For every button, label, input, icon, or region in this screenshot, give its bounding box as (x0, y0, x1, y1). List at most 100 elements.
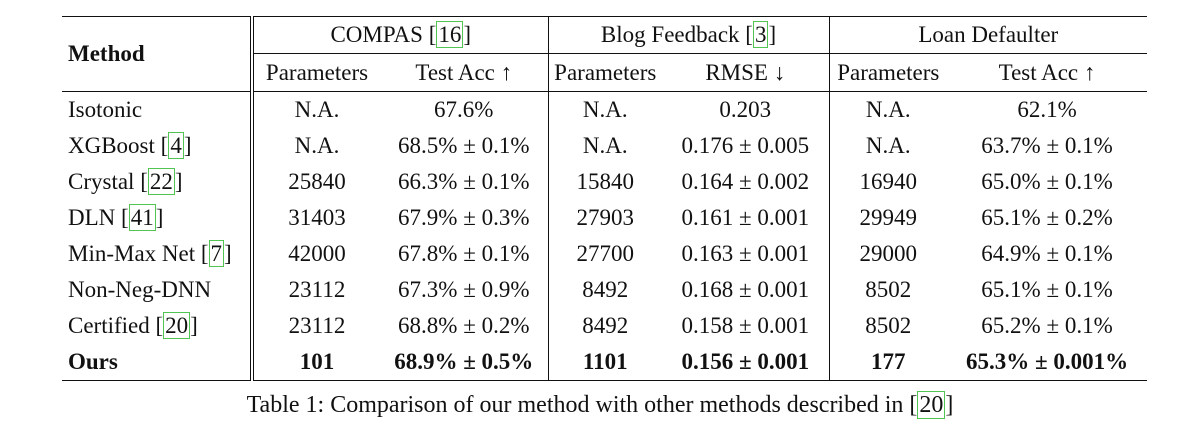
table-cell: 68.8% ± 0.2% (398, 313, 530, 338)
sub-header-parameters: Parameters (252, 53, 380, 92)
table-cell: 63.7% ± 0.1% (981, 133, 1113, 158)
group-header-loan-defaulter: Loan Defaulter (828, 16, 1148, 54)
method-name-cell: Non-Neg-DNN (62, 272, 254, 308)
method-column-header: Method (62, 16, 254, 92)
table-cell: N.A. (828, 91, 948, 128)
table-cell: 65.0% ± 0.1% (981, 169, 1113, 194)
table-cell: 65.1% ± 0.2% (981, 205, 1113, 230)
table-cell: 27903 (547, 200, 663, 236)
table-cell: 0.156 ± 0.001 (662, 344, 830, 381)
table-cell: 8502 (828, 308, 948, 344)
table-cell: 68.5% ± 0.1% (398, 133, 530, 158)
citation-link-wrap: [16] (428, 21, 472, 48)
table-cell: 31403 (288, 205, 346, 230)
table-row: Non-Neg-DNN 23112 67.3% ± 0.9% 8492 0.168 ± … (62, 272, 1147, 308)
method-name: Crystal (68, 169, 135, 194)
table-cell: 101 (252, 344, 380, 381)
citation-link[interactable]: 4 (168, 132, 184, 159)
table-cell: 0.164 ± 0.002 (681, 169, 810, 194)
table-cell: 0.168 ± 0.001 (681, 277, 810, 302)
citation-link[interactable]: 41 (128, 204, 156, 231)
sub-header-parameters: Parameters (828, 53, 948, 92)
table-cell: 15840 (547, 164, 663, 200)
sub-header-test-acc: Test Acc ↑ (380, 53, 549, 92)
method-name-cell: XGBoost [4] (62, 128, 254, 164)
method-name: Min-Max Net (68, 241, 196, 266)
table-cell: 64.9% ± 0.1% (981, 241, 1113, 266)
method-name-cell: Min-Max Net [7] (62, 236, 254, 272)
table-row: Min-Max Net [7] 42000 67.8% ± 0.1% 27700 0.1… (62, 236, 1147, 272)
table-cell: 25840 (288, 169, 346, 194)
table-row: XGBoost [4] N.A. 68.5% ± 0.1% N.A. 0.176 ± 0… (62, 128, 1147, 164)
table-cell: 16940 (828, 164, 948, 200)
table-cell: 177 (828, 344, 948, 381)
method-name: Non-Neg-DNN (68, 277, 212, 302)
citation-link-wrap: [20] (909, 391, 954, 419)
table-cell: 8502 (828, 272, 948, 308)
citation-link[interactable]: 20 (163, 312, 191, 339)
table-cell: N.A. (294, 97, 340, 122)
table-cell: 8492 (547, 272, 663, 308)
citation-link[interactable]: 20 (917, 391, 946, 419)
table-row: Isotonic N.A. 67.6% N.A. 0.203 N.A. 62.1% (62, 91, 1147, 128)
group-name: Blog Feedback (600, 22, 740, 47)
table-cell: 67.3% ± 0.9% (398, 277, 530, 302)
results-table-container: Method COMPAS [16] Blog Feedback [3] Loa… (62, 16, 1148, 381)
table-cell: 0.176 ± 0.005 (681, 133, 810, 158)
citation-link[interactable]: 22 (147, 168, 175, 195)
table-cell: N.A. (547, 91, 663, 128)
table-cell: N.A. (547, 128, 663, 164)
table-cell: 65.3% ± 0.001% (947, 344, 1148, 381)
table-cell: 0.163 ± 0.001 (681, 241, 810, 266)
table-body: Isotonic N.A. 67.6% N.A. 0.203 N.A. 62.1% XGBoo… (62, 91, 1148, 381)
sub-header-parameters: Parameters (547, 53, 663, 92)
table-cell: 29000 (828, 236, 948, 272)
table-cell: 8492 (547, 308, 663, 344)
table-cell: 67.6% (434, 97, 494, 122)
table-cell: N.A. (294, 133, 340, 158)
citation-link[interactable]: 7 (208, 240, 225, 267)
table-cell: 66.3% ± 0.1% (398, 169, 530, 194)
table-cell: 62.1% (1017, 97, 1077, 122)
table-cell: 0.158 ± 0.001 (681, 313, 810, 338)
method-name-cell: Certified [20] (62, 308, 254, 344)
table-cell: 27700 (547, 236, 663, 272)
method-name: Isotonic (68, 97, 143, 122)
group-name: Loan Defaulter (918, 22, 1059, 47)
table-cell: 65.2% ± 0.1% (981, 313, 1113, 338)
table-cell: 0.203 (719, 97, 772, 122)
group-header-blog-feedback: Blog Feedback [3] (547, 16, 830, 54)
table-cell: 0.161 ± 0.001 (681, 205, 810, 230)
table-row: Certified [20] 23112 68.8% ± 0.2% 8492 0.158… (62, 308, 1147, 344)
group-header-compas: COMPAS [16] (252, 16, 549, 54)
sub-header-rmse: RMSE ↓ (662, 53, 830, 92)
table-cell: 23112 (288, 313, 346, 338)
results-table: Method COMPAS [16] Blog Feedback [3] Loa… (62, 16, 1148, 381)
sub-header-row: Parameters Test Acc ↑ Parameters RMSE ↓ … (62, 53, 1148, 92)
table-cell: 23112 (288, 277, 346, 302)
method-name: XGBoost (68, 133, 155, 158)
citation-link[interactable]: 3 (752, 21, 769, 48)
method-name-cell: Crystal [22] (62, 164, 254, 200)
method-name: DLN (68, 205, 116, 230)
group-header-row: Method COMPAS [16] Blog Feedback [3] Loa… (62, 16, 1148, 92)
method-name: Certified (68, 313, 150, 338)
table-cell: 29949 (828, 200, 948, 236)
group-name: COMPAS (330, 22, 423, 47)
method-name-cell: Isotonic (62, 91, 254, 128)
table-cell: N.A. (828, 128, 948, 164)
citation-link-wrap: [3] (745, 21, 777, 48)
table-row: Crystal [22] 25840 66.3% ± 0.1% 15840 0.164 … (62, 164, 1147, 200)
table-cell: 1101 (547, 344, 663, 381)
citation-link[interactable]: 16 (436, 21, 464, 48)
table-cell: 67.9% ± 0.3% (398, 205, 530, 230)
sub-header-test-acc: Test Acc ↑ (947, 53, 1148, 92)
method-name-cell: DLN [41] (62, 200, 254, 236)
table-cell: 67.8% ± 0.1% (398, 241, 530, 266)
table-cell: 68.9% ± 0.5% (380, 344, 549, 381)
method-name-cell: Ours (62, 344, 254, 381)
caption-text: Table 1: Comparison of our method with o… (246, 392, 904, 418)
table-caption: Table 1: Comparison of our method with o… (0, 389, 1200, 421)
table-cell: 65.1% ± 0.1% (981, 277, 1113, 302)
table-row: Ours 101 68.9% ± 0.5% 1101 0.156 ± 0.001 177 6… (62, 344, 1148, 381)
